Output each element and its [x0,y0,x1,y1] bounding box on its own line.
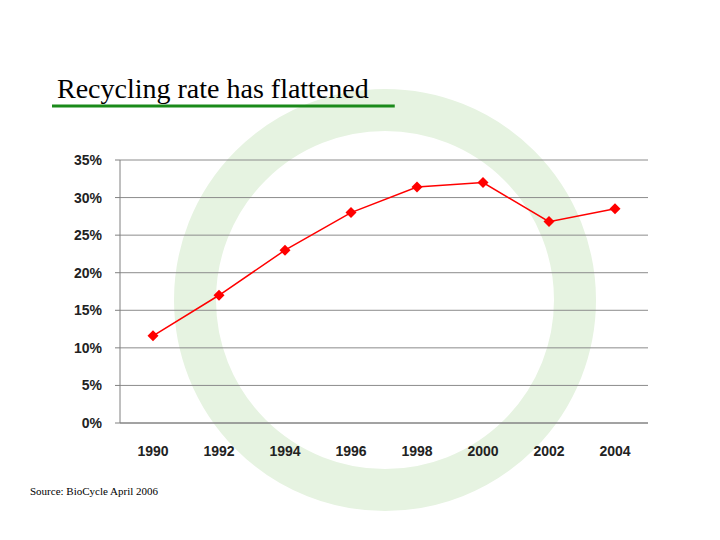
y-tick [115,197,120,198]
x-tick-label: 2004 [599,443,630,459]
y-tick-label: 10% [74,340,103,356]
grid-line [120,235,648,236]
grid-line [120,347,648,348]
chart-svg: Recycling rate has flattened 0% 5% 10% 15% 20… [0,0,720,540]
x-axis [120,423,648,424]
x-tick-label: 2002 [533,443,564,459]
marker [148,330,159,341]
y-axis [120,160,121,423]
marker [412,182,423,193]
y-tick [115,310,120,311]
marker [478,177,489,188]
y-tick [115,347,120,348]
x-tick-label: 1992 [203,443,234,459]
y-tick [115,423,120,424]
marker [214,290,225,301]
y-tick [115,235,120,236]
marks [148,177,621,341]
y-tick [115,272,120,273]
x-tick-label: 1998 [401,443,432,459]
marker [346,207,357,218]
x-tick-label: 2000 [467,443,498,459]
y-tick-label: 15% [74,302,103,318]
source-note: Source: BioCycle April 2006 [30,485,159,497]
grid-line [120,310,648,311]
grid-line [120,423,648,424]
x-tick-label: 1996 [335,443,366,459]
y-tick-label: 20% [74,265,103,281]
grid-line [120,272,648,273]
y-tick-label: 5% [82,377,103,393]
x-tick-label: 1990 [137,443,168,459]
grid-line [120,197,648,198]
line [153,183,615,336]
background-logo [195,110,575,490]
title: Recycling rate has flattened [57,73,369,104]
y-tick [115,385,120,386]
grid [115,160,648,423]
x-tick-label: 1994 [269,443,300,459]
grid-line [120,385,648,386]
y-tick-label: 25% [74,227,103,243]
y-tick [115,160,120,161]
marker [544,216,555,227]
marker [610,203,621,214]
stage: Recycling rate has flattened 0% 5% 10% 15% 20… [0,0,720,540]
marker [280,245,291,256]
y-tick-label: 30% [74,190,103,206]
grid-line [120,160,648,161]
y-tick-label: 0% [82,415,103,431]
y-tick-label: 35% [74,152,103,168]
title-underline [52,105,395,108]
